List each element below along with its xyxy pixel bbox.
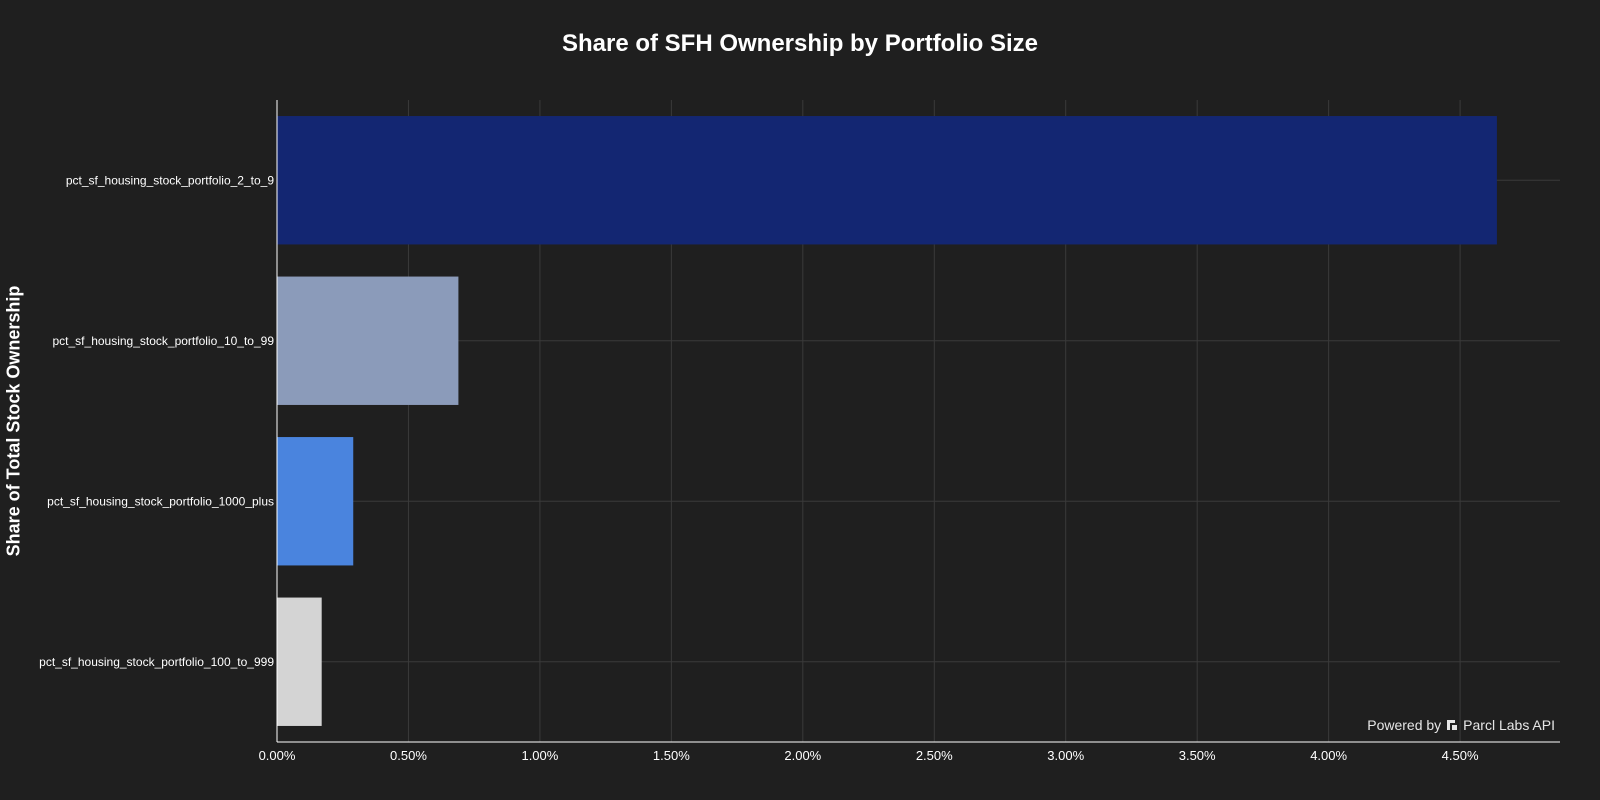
y-tick-label: pct_sf_housing_stock_portfolio_10_to_99 bbox=[53, 334, 275, 348]
x-tick-label: 0.50% bbox=[390, 748, 427, 763]
parcl-logo-icon bbox=[1447, 720, 1458, 730]
x-tick-label: 1.50% bbox=[653, 748, 690, 763]
x-tick-label: 4.00% bbox=[1310, 748, 1347, 763]
watermark-prefix: Powered by bbox=[1367, 717, 1442, 733]
x-tick-label: 3.00% bbox=[1047, 748, 1084, 763]
x-tick-label: 4.50% bbox=[1442, 748, 1479, 763]
watermark: Powered by Parcl Labs API bbox=[1367, 717, 1555, 733]
x-tick-label: 0.00% bbox=[259, 748, 296, 763]
watermark-brand: Parcl Labs API bbox=[1463, 717, 1555, 733]
y-tick-label: pct_sf_housing_stock_portfolio_2_to_9 bbox=[66, 173, 274, 187]
bar bbox=[277, 116, 1497, 245]
x-tick-label: 3.50% bbox=[1179, 748, 1216, 763]
y-tick-label: pct_sf_housing_stock_portfolio_1000_plus bbox=[47, 494, 274, 508]
bar bbox=[277, 597, 322, 726]
x-tick-label: 1.00% bbox=[521, 748, 558, 763]
x-tick-label: 2.00% bbox=[784, 748, 821, 763]
bar bbox=[277, 276, 459, 405]
x-tick-label: 2.50% bbox=[916, 748, 953, 763]
y-tick-label: pct_sf_housing_stock_portfolio_100_to_99… bbox=[39, 655, 274, 669]
chart-title: Share of SFH Ownership by Portfolio Size bbox=[561, 30, 1039, 57]
bar bbox=[277, 437, 354, 566]
